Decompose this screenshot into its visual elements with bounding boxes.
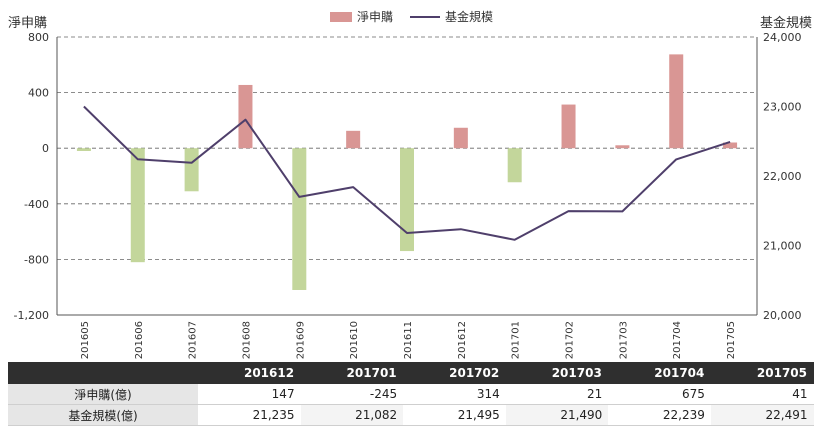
left-axis-title: 淨申購: [8, 16, 47, 31]
table-cell: 21,235: [198, 405, 301, 426]
table-header: 201705: [711, 362, 814, 384]
x-tick-label: 201610: [349, 321, 360, 359]
x-tick-label: 201701: [511, 321, 522, 359]
table-header: 201701: [301, 362, 404, 384]
x-tick-label: 201609: [295, 321, 306, 359]
legend-swatch-bar: [330, 12, 352, 22]
bar-series: [77, 54, 737, 290]
x-tick-label: 201606: [134, 321, 145, 359]
table-header: 201704: [608, 362, 711, 384]
legend: 淨申購 基金規模: [330, 9, 493, 24]
bar: [346, 131, 360, 148]
y-right-tick-label: 20,000: [763, 309, 802, 322]
table-header: 201702: [403, 362, 506, 384]
bar: [185, 148, 199, 191]
x-tick-label: 201703: [618, 321, 629, 359]
x-tick-label: 201612: [457, 321, 468, 359]
right-axis-title: 基金規模: [760, 15, 812, 31]
table-cell: 314: [403, 384, 506, 405]
table-cell: 21,082: [301, 405, 404, 426]
table-cell: 21,495: [403, 405, 506, 426]
table-corner: [8, 362, 198, 384]
y-left-tick-label: 400: [28, 87, 49, 100]
table-row: 淨申購(億) 147 -245 314 21 675 41: [8, 384, 814, 405]
bar: [292, 148, 306, 290]
y-left-tick-label: 0: [42, 142, 49, 155]
row-label: 基金規模(億): [8, 405, 198, 426]
y-left-tick-label: -800: [24, 253, 49, 266]
bar: [615, 145, 629, 148]
bar: [669, 54, 683, 148]
bar: [508, 148, 522, 182]
table-header-row: 201612 201701 201702 201703 201704 20170…: [8, 362, 814, 384]
x-tick-label: 201608: [241, 321, 252, 359]
x-tick-label: 201705: [726, 321, 737, 359]
x-tick-label: 201704: [672, 321, 683, 359]
table-cell: 21,490: [506, 405, 609, 426]
legend-label-bar: 淨申購: [357, 10, 393, 24]
table-cell: 21: [506, 384, 609, 405]
bar: [400, 148, 414, 251]
bar: [131, 148, 145, 262]
x-tick-label: 201607: [188, 321, 199, 359]
table-header: 201612: [198, 362, 301, 384]
table-cell: -245: [301, 384, 404, 405]
row-label: 淨申購(億): [8, 384, 198, 405]
y-left-tick-label: 800: [28, 31, 49, 44]
table-cell: 41: [711, 384, 814, 405]
chart: 800 400 0 -400 -800 -1,200 24,000 23,000 22,000 2…: [0, 0, 820, 362]
y-right-tick-label: 22,000: [763, 170, 802, 183]
legend-label-line: 基金規模: [445, 9, 493, 24]
bar: [454, 128, 468, 148]
table-header: 201703: [506, 362, 609, 384]
y-left-tick-label: -1,200: [14, 309, 49, 322]
x-tick-label: 201605: [80, 321, 91, 359]
bar: [562, 105, 576, 149]
y-right-tick-label: 24,000: [763, 31, 802, 44]
y-left-tick-label: -400: [24, 198, 49, 211]
table-cell: 147: [198, 384, 301, 405]
bar: [238, 85, 252, 148]
table-cell: 675: [608, 384, 711, 405]
y-right-tick-label: 23,000: [763, 101, 802, 114]
table-cell: 22,239: [608, 405, 711, 426]
data-table: 201612 201701 201702 201703 201704 20170…: [8, 362, 814, 426]
y-right-tick-label: 21,000: [763, 240, 802, 253]
x-tick-label: 201702: [565, 321, 576, 359]
table-cell: 22,491: [711, 405, 814, 426]
x-tick-label: 201611: [403, 321, 414, 359]
table-row: 基金規模(億) 21,235 21,082 21,495 21,490 22,2…: [8, 405, 814, 426]
bar: [77, 148, 91, 151]
